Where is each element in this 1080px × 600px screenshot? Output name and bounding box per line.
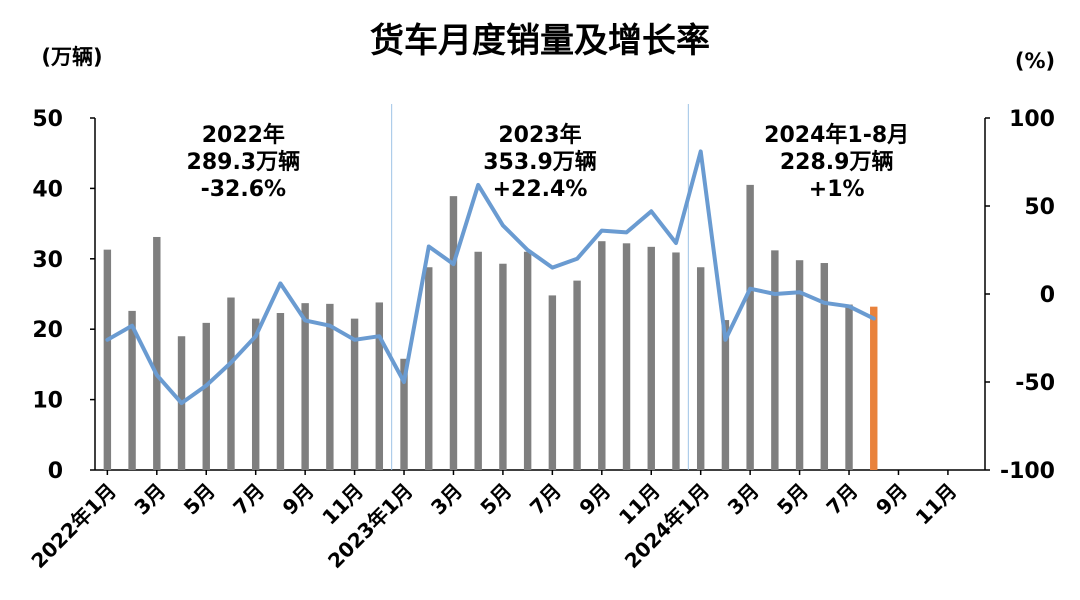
y-axis-left-label: (万辆) [41, 45, 102, 69]
y-right-tick-label: 50 [1024, 195, 1055, 220]
x-tick-label: 7月 [228, 479, 269, 520]
x-tick-label: 7月 [525, 479, 566, 520]
bar [153, 236, 161, 470]
growth-rate-line [105, 149, 876, 406]
bar [474, 251, 482, 470]
bar [350, 318, 359, 470]
bar [103, 249, 112, 470]
y-left-tick-label: 40 [32, 177, 63, 202]
x-tick-label: 3月 [426, 479, 467, 520]
bar [845, 304, 853, 470]
annotation-line: 353.9万辆 [483, 149, 597, 175]
x-tick-label: 9月 [871, 479, 912, 520]
bar [499, 263, 507, 470]
y-right-tick-label: -100 [1000, 459, 1055, 484]
bar [128, 310, 136, 470]
x-tick-label: 3月 [723, 479, 764, 520]
x-tick-label: 5月 [772, 479, 813, 520]
annotation-line: 2023年 [498, 122, 581, 148]
annotation-line: +22.4% [493, 177, 588, 202]
annotation-line: -32.6% [201, 177, 286, 202]
bar [202, 322, 210, 470]
x-tick-label: 9月 [278, 479, 319, 520]
bar [425, 267, 433, 470]
bar [622, 243, 631, 470]
annotation-line: 2024年1-8月 [764, 122, 909, 148]
bar [598, 241, 606, 470]
bar [523, 251, 532, 470]
y-left-tick-label: 30 [32, 248, 63, 273]
bar [870, 306, 878, 470]
x-tick-label: 11月 [911, 479, 962, 530]
bar [721, 320, 730, 470]
x-tick-label: 5月 [475, 479, 516, 520]
bar [449, 196, 458, 471]
y-right-tick-label: -50 [1015, 371, 1055, 396]
annotation-line: +1% [809, 177, 865, 202]
bar [326, 303, 334, 470]
x-tick-label: 2022年1月 [26, 479, 120, 573]
x-tick-label: 3月 [129, 479, 170, 520]
annotation-line: 289.3万辆 [187, 149, 301, 175]
bar [548, 295, 557, 470]
annotation-line: 2022年 [202, 122, 285, 148]
y-left-tick-label: 20 [32, 318, 63, 343]
bar [771, 250, 779, 470]
bar [227, 297, 235, 470]
bar [400, 358, 408, 470]
bar [276, 313, 285, 470]
bar [746, 184, 754, 470]
bar [375, 302, 384, 470]
x-tick-label: 9月 [574, 479, 615, 520]
y-left-tick-label: 50 [32, 107, 63, 132]
bar [251, 318, 260, 470]
bar [647, 246, 655, 470]
annotation-line: 228.9万辆 [780, 149, 894, 175]
y-left-tick-label: 10 [32, 389, 63, 414]
bar [573, 280, 581, 470]
bar [795, 260, 804, 470]
y-right-tick-label: 100 [1009, 107, 1055, 132]
y-left-tick-label: 0 [48, 459, 63, 484]
y-right-tick-label: 0 [1040, 283, 1055, 308]
x-tick-label: 7月 [822, 479, 863, 520]
bar [301, 303, 309, 470]
chart-title: 货车月度销量及增长率 [370, 21, 710, 61]
bar [672, 252, 680, 470]
bar [820, 263, 829, 470]
bar [696, 267, 705, 470]
y-axis-right-label: (%) [1015, 49, 1055, 73]
x-tick-label: 5月 [179, 479, 220, 520]
